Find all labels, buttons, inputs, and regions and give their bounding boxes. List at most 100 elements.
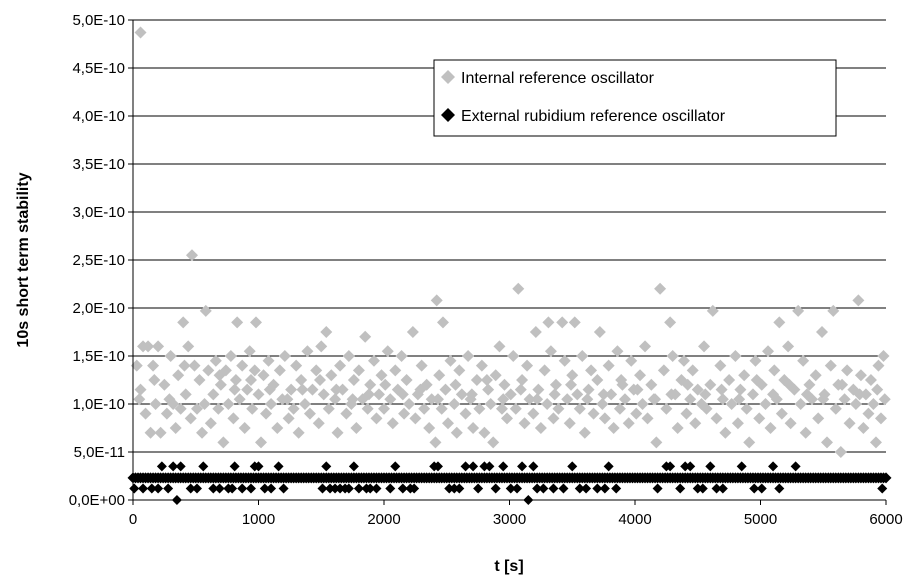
data-point-internal — [340, 407, 353, 420]
data-point-internal — [174, 402, 187, 415]
data-point-internal — [130, 359, 143, 372]
data-point-internal — [859, 388, 872, 401]
data-point-internal — [671, 422, 684, 434]
data-point-internal — [753, 412, 766, 425]
data-point-external — [138, 483, 149, 494]
y-tick-labels: 0,0E+00 5,0E-11 1,0E-10 1,5E-10 2,0E-10 2,5E-… — [69, 12, 133, 509]
data-point-internal — [367, 354, 380, 367]
data-point-internal — [556, 316, 569, 329]
data-point-internal — [734, 383, 747, 396]
data-point-internal — [680, 407, 693, 420]
data-point-internal — [654, 282, 667, 295]
data-point-internal — [287, 402, 300, 415]
data-point-internal — [317, 388, 330, 401]
data-point-internal — [564, 378, 577, 391]
data-point-internal — [605, 388, 618, 401]
data-point-internal — [163, 393, 176, 406]
data-point-internal — [698, 340, 711, 353]
x-tick-label: 5000 — [744, 511, 777, 528]
data-point-external — [880, 472, 892, 484]
data-point-internal — [185, 249, 198, 262]
data-point-internal — [827, 304, 840, 317]
data-point-internal — [691, 383, 704, 396]
data-point-external — [397, 483, 408, 494]
x-tick-label: 0 — [129, 511, 137, 528]
y-tick-label: 1,0E-10 — [72, 396, 125, 413]
y-tick-label: 2,0E-10 — [72, 300, 125, 317]
data-point-internal — [409, 412, 422, 425]
data-point-internal — [715, 383, 728, 396]
data-point-internal — [841, 364, 854, 377]
data-point-internal — [436, 316, 449, 329]
data-point-internal — [593, 326, 606, 338]
data-point-internal — [738, 369, 751, 382]
data-point-internal — [182, 340, 195, 353]
data-point-internal — [710, 412, 723, 425]
data-point-internal — [750, 374, 763, 386]
series-internal-reference-oscillator — [130, 26, 891, 458]
data-point-internal — [395, 350, 408, 362]
data-point-internal — [664, 316, 677, 329]
data-point-internal — [238, 422, 251, 434]
data-point-external — [253, 461, 264, 472]
data-point-internal — [347, 374, 360, 386]
data-point-external — [330, 483, 341, 494]
data-point-internal — [731, 417, 744, 430]
data-point-internal — [495, 402, 508, 415]
data-point-internal — [169, 422, 182, 434]
data-point-external — [325, 483, 336, 494]
data-point-internal — [398, 407, 411, 420]
data-point-internal — [423, 422, 436, 434]
data-point-internal — [342, 350, 355, 362]
data-point-internal — [290, 359, 303, 372]
data-point-external — [692, 483, 703, 494]
data-point-external — [371, 483, 382, 494]
data-point-internal — [582, 383, 595, 396]
data-point-internal — [792, 304, 805, 317]
data-point-external — [245, 483, 256, 494]
data-point-internal — [723, 374, 736, 386]
data-point-internal — [133, 393, 146, 406]
data-point-internal — [500, 412, 513, 425]
data-point-external — [185, 483, 196, 494]
data-point-external — [505, 483, 516, 494]
data-point-internal — [611, 345, 624, 358]
data-point-external — [611, 483, 622, 494]
data-point-internal — [762, 345, 775, 358]
data-point-internal — [292, 426, 305, 439]
data-point-internal — [874, 412, 887, 425]
data-point-internal — [177, 316, 190, 329]
data-point-internal — [450, 426, 463, 439]
data-point-internal — [531, 393, 544, 406]
data-point-internal — [459, 407, 472, 420]
data-point-external — [790, 461, 801, 472]
data-point-internal — [794, 398, 807, 410]
data-point-internal — [581, 393, 594, 406]
data-point-external — [877, 483, 888, 494]
data-point-external — [512, 483, 523, 494]
data-point-external — [214, 483, 225, 494]
data-point-internal — [231, 316, 244, 329]
data-point-internal — [372, 388, 385, 401]
data-point-internal — [329, 393, 342, 406]
x-tick-labels: 0 1000 2000 3000 4000 5000 6000 — [129, 500, 903, 528]
data-point-internal — [414, 383, 427, 396]
data-point-internal — [244, 374, 257, 386]
data-point-internal — [548, 388, 561, 401]
data-point-internal — [196, 426, 209, 439]
data-point-external — [192, 483, 203, 494]
data-point-internal — [271, 422, 284, 434]
data-point-internal — [144, 426, 157, 439]
data-point-internal — [824, 359, 837, 372]
data-point-internal — [767, 388, 780, 401]
data-point-internal — [331, 426, 344, 439]
data-point-internal — [364, 378, 377, 391]
data-point-internal — [260, 407, 273, 420]
y-tick-label: 0,0E+00 — [69, 492, 125, 509]
data-point-internal — [852, 294, 865, 307]
y-tick-label: 5,0E-10 — [72, 12, 125, 29]
data-point-internal — [665, 388, 678, 401]
data-point-internal — [444, 354, 457, 367]
data-point-internal — [704, 378, 717, 391]
data-point-internal — [686, 364, 699, 377]
